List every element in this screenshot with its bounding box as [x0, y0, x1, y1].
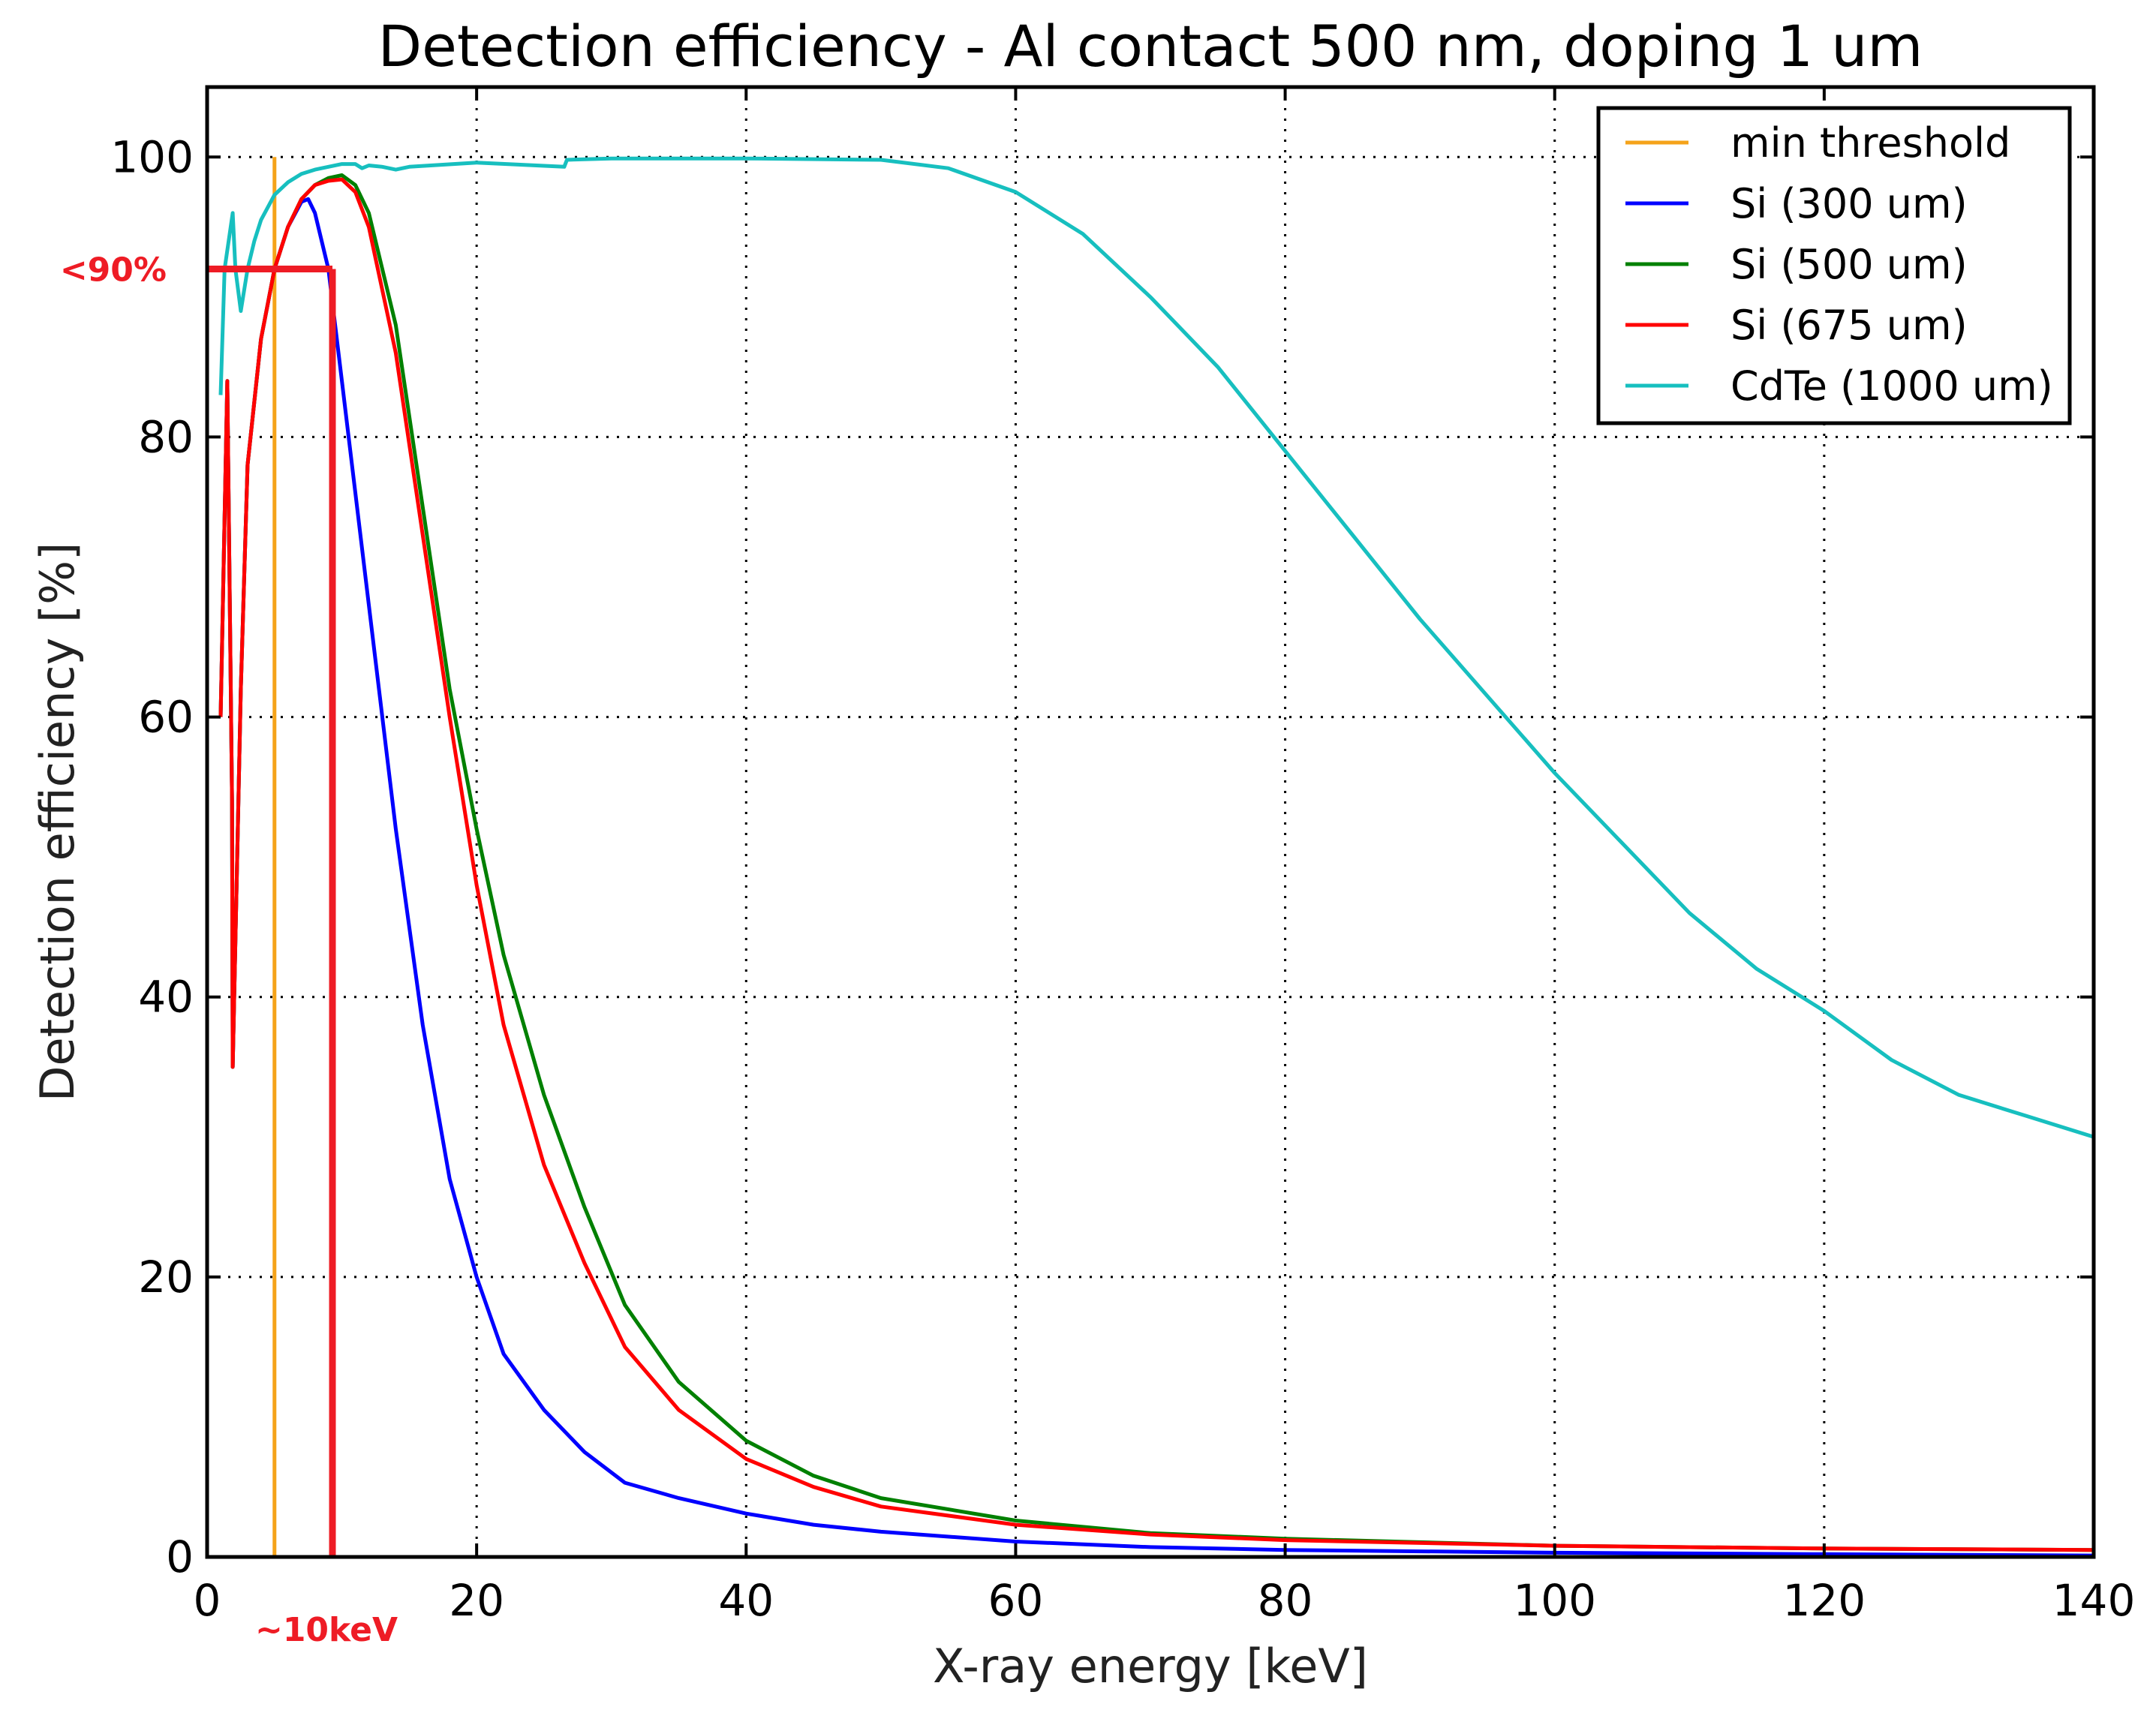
series-layer: [218, 156, 2094, 1557]
axis-ticks: 0 20 40 60 80 100 120 140 0 20 40 60 80 100: [110, 87, 2135, 1626]
y-tick-label: 0: [166, 1531, 194, 1582]
legend-label-si-300-um: Si (300 um): [1731, 180, 1968, 227]
x-tick-label: 60: [988, 1575, 1044, 1626]
y-tick-label: 80: [138, 411, 194, 462]
x-tick-label: 140: [2052, 1575, 2136, 1626]
legend: min threshold Si (300 um) Si (500 um) Si (6…: [1596, 106, 2072, 425]
x-tick-label: 40: [718, 1575, 774, 1626]
y-tick-label: 40: [138, 972, 194, 1023]
y-axis-label: Detection efficiency [%]: [30, 542, 85, 1102]
series-line-si-675-um: [218, 177, 2094, 1552]
legend-label-min-threshold: min threshold: [1731, 119, 2010, 167]
annotation-10-kev: ~10keV: [255, 1611, 398, 1649]
y-tick-label: 100: [110, 131, 194, 182]
legend-label-cdte-1000-um: CdTe (1000 um): [1731, 362, 2053, 410]
x-tick-label: 80: [1258, 1575, 1313, 1626]
y-tick-label: 20: [138, 1252, 194, 1303]
chart-title: Detection efficiency - Al contact 500 nm…: [378, 13, 1923, 80]
x-tick-label: 120: [1782, 1575, 1866, 1626]
y-tick-label: 60: [138, 692, 194, 743]
annotation-90-percent: <90%: [60, 251, 167, 290]
x-tick-label: 20: [449, 1575, 504, 1626]
legend-label-si-500-um: Si (500 um): [1731, 241, 1968, 288]
plot-frame: [205, 85, 2096, 1559]
series-line-cdte-1000-um: [218, 156, 2094, 1139]
x-tick-label: 100: [1513, 1575, 1596, 1626]
annotation-layer: <90% ~10keV: [60, 251, 398, 1649]
legend-label-si-675-um: Si (675 um): [1731, 302, 1968, 349]
x-tick-label: 0: [194, 1575, 221, 1626]
x-axis-label: X-ray energy [keV]: [933, 1639, 1368, 1693]
